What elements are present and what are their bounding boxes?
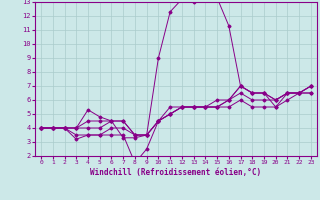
X-axis label: Windchill (Refroidissement éolien,°C): Windchill (Refroidissement éolien,°C) — [91, 168, 261, 177]
